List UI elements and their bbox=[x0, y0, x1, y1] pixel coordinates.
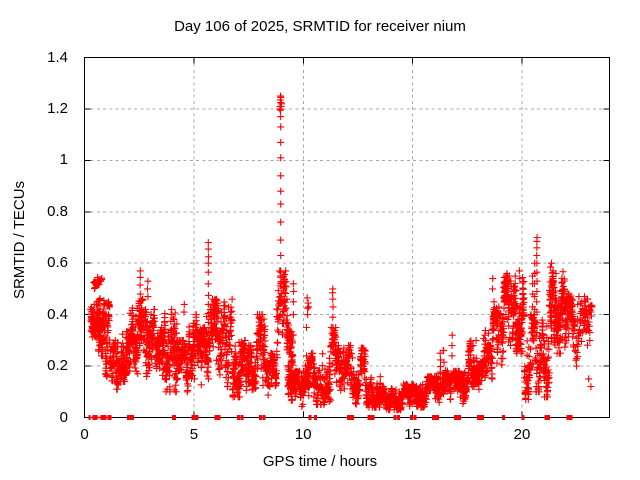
zero-marker bbox=[237, 415, 241, 420]
zero-marker bbox=[410, 415, 413, 420]
zero-marker bbox=[393, 415, 397, 420]
zero-marker bbox=[454, 415, 461, 420]
y-tick-label: 0.6 bbox=[47, 254, 68, 272]
zero-marker bbox=[396, 415, 400, 420]
zero-marker bbox=[259, 415, 263, 420]
zero-marker bbox=[313, 415, 317, 420]
y-tick-label: 0 bbox=[59, 408, 68, 426]
zero-marker bbox=[432, 415, 440, 420]
zero-marker bbox=[547, 415, 551, 420]
y-tick-label: 0.8 bbox=[47, 202, 68, 220]
zero-marker bbox=[100, 415, 107, 420]
x-tick-label: 0 bbox=[80, 426, 89, 443]
y-tick-label: 0.4 bbox=[47, 305, 68, 323]
x-tick-label: 20 bbox=[513, 426, 531, 443]
x-tick-label: 10 bbox=[294, 426, 312, 443]
zero-marker bbox=[92, 415, 98, 420]
zero-marker bbox=[501, 415, 505, 420]
x-tick-label: 5 bbox=[189, 426, 199, 443]
zero-marker bbox=[569, 415, 573, 420]
zero-marker bbox=[217, 415, 221, 420]
y-tick-label: 1.2 bbox=[47, 99, 68, 117]
zero-marker bbox=[262, 415, 266, 420]
scatter-points bbox=[87, 92, 596, 414]
x-tick-label: 15 bbox=[404, 426, 421, 443]
y-tick-label: 1 bbox=[59, 151, 68, 169]
zero-marker bbox=[413, 415, 417, 420]
zero-marker bbox=[172, 415, 177, 420]
zero-marker bbox=[126, 415, 134, 420]
zero-marker bbox=[107, 415, 110, 420]
zero-marker bbox=[521, 415, 525, 420]
chart-title: Day 106 of 2025, SRMTID for receiver niu… bbox=[174, 18, 466, 35]
zero-marker bbox=[214, 415, 218, 420]
zero-marker bbox=[88, 415, 91, 420]
y-tick-label: 1.4 bbox=[47, 48, 68, 66]
zero-marker bbox=[346, 415, 354, 420]
zero-marker bbox=[367, 415, 375, 420]
zero-marker bbox=[308, 415, 312, 420]
zero-marker bbox=[191, 415, 199, 420]
zero-marker bbox=[476, 415, 484, 420]
zero-marker bbox=[109, 415, 112, 420]
axes-border bbox=[84, 57, 610, 418]
zero-marker bbox=[566, 415, 570, 420]
zero-marker bbox=[240, 415, 244, 420]
x-axis-label: GPS time / hours bbox=[262, 453, 378, 470]
y-tick-label: 0.2 bbox=[47, 357, 68, 375]
zero-marker bbox=[544, 415, 548, 420]
